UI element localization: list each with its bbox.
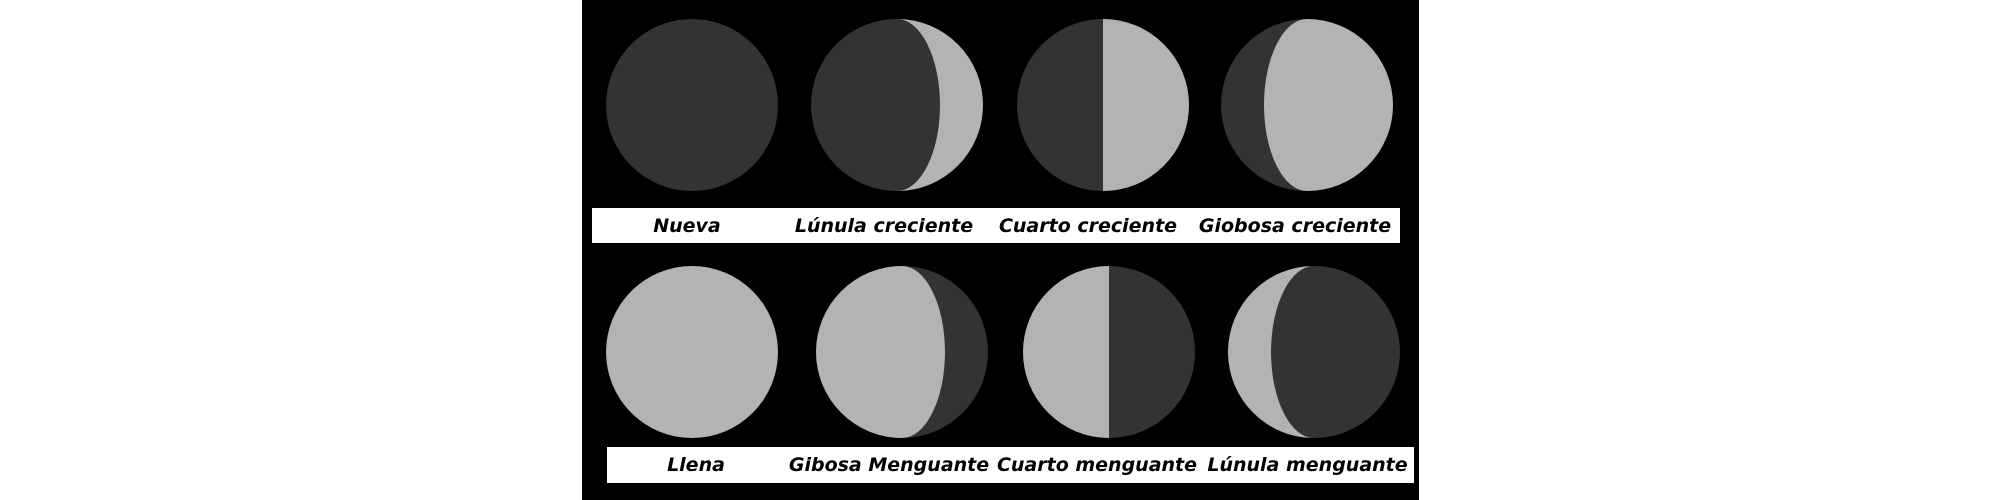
phase-label-lunula-creciente: Lúnula creciente xyxy=(794,214,974,237)
phase-label-cuarto-creciente: Cuarto creciente xyxy=(998,214,1178,237)
moon-cuarto-creciente xyxy=(1015,17,1191,193)
phase-label-lunula-menguante: Lúnula menguante xyxy=(1207,454,1408,476)
moon-disc-icon xyxy=(816,266,988,438)
phase-label-giobosa-creciente: Giobosa creciente xyxy=(1198,214,1392,237)
moon-disc-icon xyxy=(606,19,778,191)
moon-disc-icon xyxy=(1221,19,1393,191)
moon-disc-icon xyxy=(1023,266,1195,438)
moon-gibosa-menguante xyxy=(814,264,990,440)
moon-lunula-menguante xyxy=(1226,264,1402,440)
phase-label-llena: Llena xyxy=(667,454,725,476)
label-bar-top: Nueva Lúnula creciente Cuarto creciente … xyxy=(592,208,1400,243)
moon-disc-icon xyxy=(1228,266,1400,438)
moon-giobosa-creciente xyxy=(1219,17,1395,193)
moon-body xyxy=(606,266,778,438)
moon-cuarto-menguante xyxy=(1021,264,1197,440)
moon-illuminated-part xyxy=(1103,19,1189,191)
moon-lunula-creciente xyxy=(809,17,985,193)
moon-illuminated-part xyxy=(816,266,945,438)
moon-illuminated-part xyxy=(1023,266,1109,438)
moon-illuminated-part xyxy=(1228,266,1314,438)
label-bar-bottom: Llena Gibosa Menguante Cuarto menguante … xyxy=(607,447,1414,483)
moon-disc-icon xyxy=(1017,19,1189,191)
phase-label-gibosa-menguante: Gibosa Menguante xyxy=(788,454,990,476)
phase-label-cuarto-menguante: Cuarto menguante xyxy=(996,454,1198,476)
phase-label-nueva: Nueva xyxy=(653,214,721,237)
moon-phases-panel: Nueva Lúnula creciente Cuarto creciente … xyxy=(582,0,1419,500)
moon-disc-icon xyxy=(811,19,983,191)
moon-nueva xyxy=(604,17,780,193)
moon-llena xyxy=(604,264,780,440)
moon-illuminated-part xyxy=(897,19,983,191)
moon-illuminated-part xyxy=(1264,19,1393,191)
moon-disc-icon xyxy=(606,266,778,438)
moon-body xyxy=(606,19,778,191)
